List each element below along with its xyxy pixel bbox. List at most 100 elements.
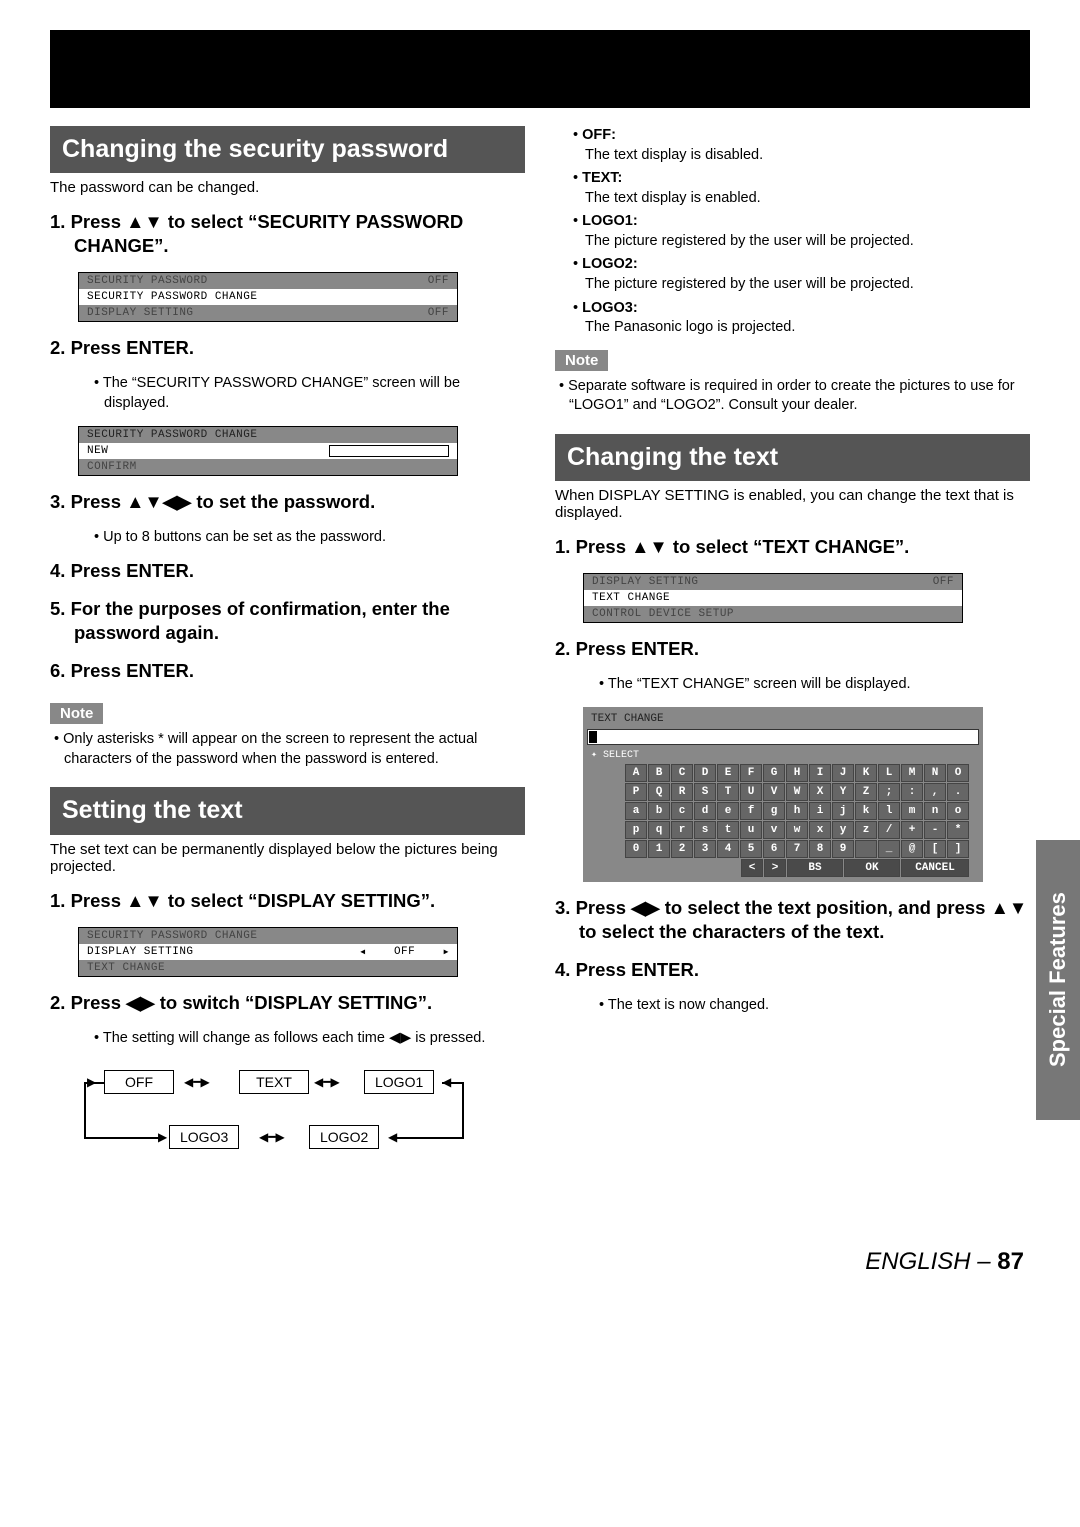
- kb-key: Y: [832, 783, 854, 801]
- footer-page-number: 87: [997, 1248, 1024, 1275]
- option-label: LOGO1:: [582, 213, 638, 229]
- kb-key: l: [878, 802, 900, 820]
- sec1-step3-sub: • Up to 8 buttons can be set as the pass…: [50, 528, 525, 548]
- menu-label: TEXT CHANGE: [592, 592, 670, 604]
- kb-key: E: [717, 764, 739, 782]
- kb-key: d: [694, 802, 716, 820]
- option-desc: The picture registered by the user will …: [585, 233, 914, 249]
- footer-lang: ENGLISH –: [865, 1248, 997, 1275]
- flow-logo2: LOGO2: [309, 1125, 379, 1149]
- kb-key: x: [809, 821, 831, 839]
- menu-row: CONTROL DEVICE SETUP: [584, 606, 962, 622]
- sec1-step1: 1. Press ▲▼ to select “SECURITY PASSWORD…: [50, 210, 525, 258]
- menu-row: SECURITY PASSWORD CHANGE: [79, 427, 457, 443]
- kb-key: G: [763, 764, 785, 782]
- kb-key: 0: [625, 840, 647, 858]
- note-label: Note: [50, 703, 103, 724]
- menu-label: TEXT CHANGE: [87, 962, 165, 974]
- option-label: TEXT:: [582, 170, 622, 186]
- kb-backspace: BS: [787, 859, 843, 877]
- kb-key: M: [901, 764, 923, 782]
- flow-logo1: LOGO1: [364, 1070, 434, 1094]
- kb-key: -: [924, 821, 946, 839]
- menu-label: DISPLAY SETTING: [87, 946, 194, 958]
- flow-diagram: OFF TEXT LOGO1 LOGO3 LOGO2 ◀━▶ ◀━▶ ◀━▶ ▶…: [74, 1060, 474, 1170]
- arrow-icon: ◀━▶: [259, 1130, 285, 1144]
- kb-input-field: [587, 729, 979, 745]
- sec1-step2-sub: • The “SECURITY PASSWORD CHANGE” screen …: [50, 374, 525, 413]
- side-tab-special-features: Special Features: [1036, 840, 1080, 1120]
- kb-key: L: [878, 764, 900, 782]
- step-text: Press ENTER.: [576, 959, 699, 980]
- kb-key: h: [786, 802, 808, 820]
- flow-logo3: LOGO3: [169, 1125, 239, 1149]
- note-text: • Separate software is required in order…: [555, 377, 1030, 416]
- kb-key: Q: [648, 783, 670, 801]
- menu-value: OFF: [428, 307, 449, 319]
- kb-key: J: [832, 764, 854, 782]
- kb-key: R: [671, 783, 693, 801]
- kb-key: n: [924, 802, 946, 820]
- arrow-icon: ◀━▶: [184, 1075, 210, 1089]
- sec1-step6: 6. Press ENTER.: [50, 659, 525, 683]
- option-desc: The Panasonic logo is projected.: [585, 319, 795, 335]
- kb-row: pqrstuvwxyz/+-*: [587, 821, 979, 839]
- menu-label: SECURITY PASSWORD CHANGE: [87, 429, 257, 441]
- menu-label: DISPLAY SETTING: [87, 307, 194, 319]
- sec1-step4: 4. Press ENTER.: [50, 559, 525, 583]
- flow-text: TEXT: [239, 1070, 309, 1094]
- arrow-icon: ◀━▶: [314, 1075, 340, 1089]
- step-text: Press ENTER.: [71, 560, 194, 581]
- sec3-step1: 1. Press ▲▼ to select “TEXT CHANGE”.: [555, 535, 1030, 559]
- kb-key: D: [694, 764, 716, 782]
- menu-row-selected: TEXT CHANGE: [584, 590, 962, 606]
- menu-label: SECURITY PASSWORD CHANGE: [87, 291, 257, 303]
- kb-key: u: [740, 821, 762, 839]
- kb-key: X: [809, 783, 831, 801]
- option-item: • LOGO1:The picture registered by the us…: [555, 212, 1030, 251]
- section-header-security: Changing the security password: [50, 126, 525, 173]
- kb-key: I: [809, 764, 831, 782]
- kb-key: 7: [786, 840, 808, 858]
- kb-key: _: [878, 840, 900, 858]
- kb-key: 1: [648, 840, 670, 858]
- kb-key: Z: [855, 783, 877, 801]
- menu-value: OFF: [933, 576, 954, 588]
- kb-key: +: [901, 821, 923, 839]
- kb-key: [: [924, 840, 946, 858]
- flow-line: [84, 1137, 164, 1139]
- cursor-icon: [589, 731, 597, 743]
- sec2-step2: 2. Press ◀▶ to switch “DISPLAY SETTING”.: [50, 991, 525, 1015]
- display-options-list: • OFF:The text display is disabled. • TE…: [555, 126, 1030, 338]
- kb-key: .: [947, 783, 969, 801]
- option-label: LOGO2:: [582, 256, 638, 272]
- kb-key: 9: [832, 840, 854, 858]
- kb-key: F: [740, 764, 762, 782]
- kb-ok: OK: [844, 859, 900, 877]
- menu-label: DISPLAY SETTING: [592, 576, 699, 588]
- kb-nav-right: >: [764, 859, 786, 877]
- kb-row: PQRSTUVWXYZ;:,.: [587, 783, 979, 801]
- arrow-icon: ◀: [442, 1075, 451, 1089]
- menu-row-selected: DISPLAY SETTING◀ OFF ▶: [79, 944, 457, 960]
- sec1-step5: 5. For the purposes of confirmation, ent…: [50, 597, 525, 645]
- option-label: LOGO3:: [582, 300, 638, 316]
- top-black-bar: [50, 30, 1030, 108]
- sec3-step4: 4. Press ENTER.: [555, 958, 1030, 982]
- sec2-step1: 1. Press ▲▼ to select “DISPLAY SETTING”.: [50, 889, 525, 913]
- kb-key: ;: [878, 783, 900, 801]
- step-text: Press ENTER.: [576, 638, 699, 659]
- kb-key: /: [878, 821, 900, 839]
- kb-key: B: [648, 764, 670, 782]
- kb-rows-container: ABCDEFGHIJKLMNOPQRSTUVWXYZ;:,.abcdefghij…: [587, 764, 979, 858]
- kb-key: w: [786, 821, 808, 839]
- kb-key: T: [717, 783, 739, 801]
- sec3-step3: 3. Press ◀▶ to select the text position,…: [555, 896, 1030, 944]
- sec3-step2: 2. Press ENTER.: [555, 637, 1030, 661]
- step-text: Press ENTER.: [71, 337, 194, 358]
- kb-key: s: [694, 821, 716, 839]
- menu-label: CONFIRM: [87, 461, 137, 473]
- kb-key: K: [855, 764, 877, 782]
- flow-line: [462, 1082, 464, 1137]
- password-box: [329, 445, 449, 457]
